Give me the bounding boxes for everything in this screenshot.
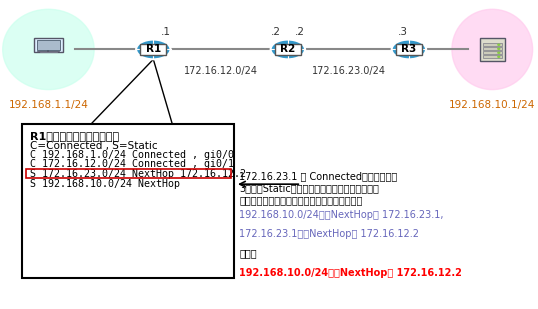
Text: .1: .1 — [161, 28, 171, 37]
Text: 192.168.10.0/24へのNextHopは 172.16.23.1,: 192.168.10.0/24へのNextHopは 172.16.23.1, — [239, 210, 444, 220]
Text: R1: R1 — [146, 44, 161, 54]
Text: R3: R3 — [401, 44, 416, 54]
FancyBboxPatch shape — [275, 44, 301, 55]
Text: .2: .2 — [271, 28, 280, 37]
Circle shape — [498, 48, 500, 49]
FancyBboxPatch shape — [483, 43, 501, 46]
Text: R2: R2 — [280, 44, 295, 54]
Text: 192.168.10.0/24へのNextHopは 172.16.12.2: 192.168.10.0/24へのNextHopは 172.16.12.2 — [239, 268, 462, 277]
Circle shape — [271, 40, 305, 59]
Text: 172.16.23.1 は Connectedではないが、: 172.16.23.1 は Connectedではないが、 — [239, 171, 398, 181]
Text: 172.16.23.0/24: 172.16.23.0/24 — [312, 66, 386, 76]
Text: 3行目のStaticルートにこのネクストホップへの: 3行目のStaticルートにこのネクストホップへの — [239, 183, 379, 193]
Text: R1のルーティングテーブル: R1のルーティングテーブル — [30, 131, 119, 141]
Ellipse shape — [452, 9, 533, 90]
Text: 172.16.12.0/24: 172.16.12.0/24 — [183, 66, 258, 76]
FancyBboxPatch shape — [34, 38, 63, 52]
Text: 172.16.23.1へのNextHopは 172.16.12.2: 172.16.23.1へのNextHopは 172.16.12.2 — [239, 229, 420, 239]
Circle shape — [498, 52, 500, 53]
Text: C 172.16.12.0/24 Connected , gi0/1: C 172.16.12.0/24 Connected , gi0/1 — [30, 159, 233, 169]
Circle shape — [136, 40, 171, 59]
Text: 192.168.10.1/24: 192.168.10.1/24 — [449, 100, 535, 110]
FancyBboxPatch shape — [483, 47, 501, 50]
Bar — [26, 169, 231, 178]
Circle shape — [498, 44, 500, 45]
Text: S 192.168.10.0/24 NextHop: S 192.168.10.0/24 NextHop — [30, 179, 186, 189]
Ellipse shape — [3, 9, 94, 90]
Text: C 192.168.1.0/24 Connected , gi0/0: C 192.168.1.0/24 Connected , gi0/0 — [30, 150, 233, 159]
Text: 192.168.1.1/24: 192.168.1.1/24 — [9, 100, 88, 110]
Text: C=Connected , S=Static: C=Connected , S=Static — [30, 141, 157, 150]
Text: ルートが書かれているため、それを参照する。: ルートが書かれているため、それを参照する。 — [239, 195, 363, 205]
Text: .3: .3 — [398, 28, 407, 37]
FancyBboxPatch shape — [483, 51, 501, 54]
FancyBboxPatch shape — [483, 55, 501, 58]
Text: .2: .2 — [295, 28, 305, 37]
FancyBboxPatch shape — [140, 44, 166, 55]
Circle shape — [392, 40, 426, 59]
Circle shape — [498, 56, 500, 57]
Text: つまり: つまり — [239, 248, 257, 258]
Bar — [22, 124, 234, 278]
Text: S 172.16.23.0/24 NextHop 172.16.12.2: S 172.16.23.0/24 NextHop 172.16.12.2 — [30, 169, 245, 179]
FancyBboxPatch shape — [479, 38, 505, 61]
FancyBboxPatch shape — [37, 40, 60, 50]
FancyBboxPatch shape — [396, 44, 422, 55]
